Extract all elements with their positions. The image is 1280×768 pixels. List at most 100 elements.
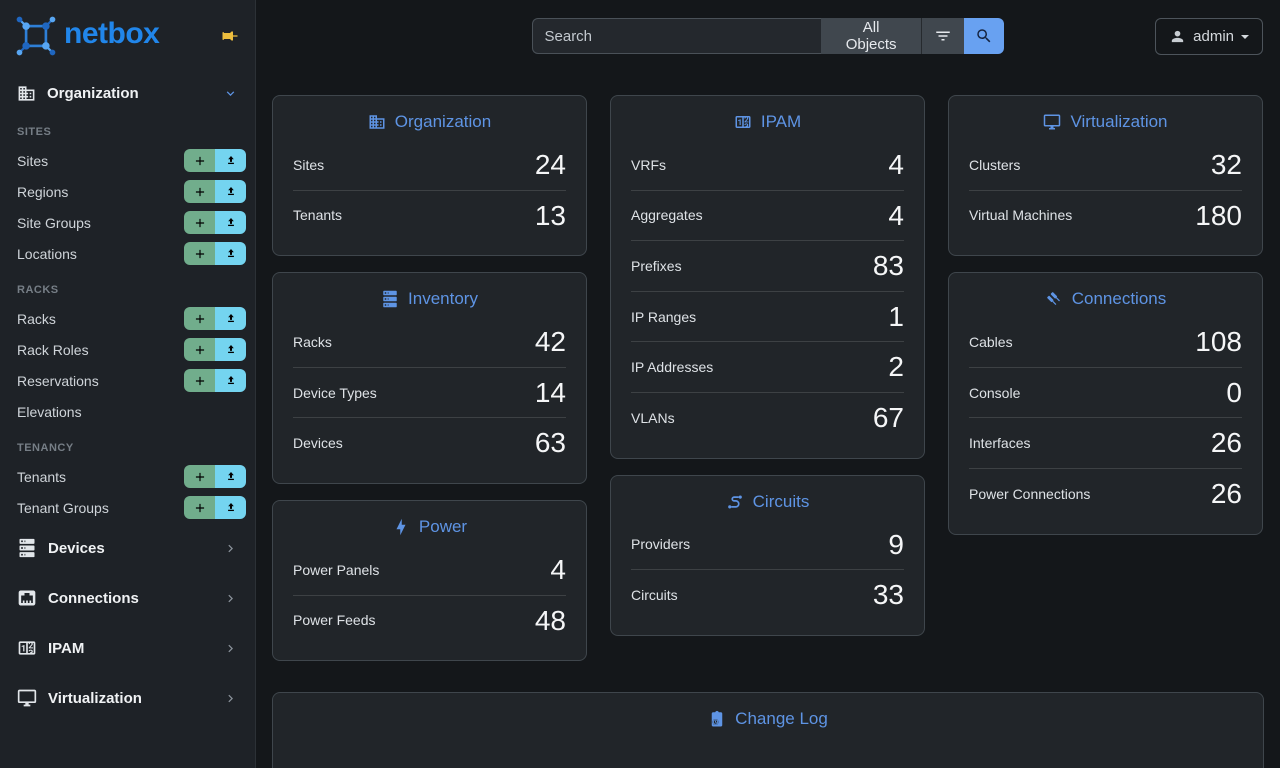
card-virtualization: Virtualization Clusters 32 Virtual Machines… <box>948 95 1263 257</box>
sidebar-menu-virtualization[interactable]: Virtualization <box>0 673 255 723</box>
stat-value[interactable]: 42 <box>534 326 566 358</box>
import-button[interactable] <box>215 242 246 265</box>
sidebar-item-label: Site Groups <box>17 214 91 231</box>
sidebar-item-reservations[interactable]: Reservations <box>0 365 255 396</box>
netbox-logo-icon[interactable] <box>14 14 58 58</box>
stat-row: Devices 63 <box>293 417 566 468</box>
search-scope-button[interactable]: All Objects <box>821 18 921 54</box>
stat-value[interactable]: 180 <box>1195 199 1242 231</box>
pin-sidebar-icon[interactable] <box>221 27 239 45</box>
stat-label[interactable]: Cables <box>969 333 1013 350</box>
import-button[interactable] <box>215 465 246 488</box>
stat-label[interactable]: Aggregates <box>631 207 703 224</box>
sidebar-item-tenants[interactable]: Tenants <box>0 461 255 492</box>
sidebar-item-site-groups[interactable]: Site Groups <box>0 207 255 238</box>
user-menu-button[interactable]: admin <box>1155 18 1263 55</box>
add-button[interactable] <box>184 242 215 265</box>
stat-row: Console 0 <box>969 366 1242 418</box>
stat-value[interactable]: 0 <box>1226 376 1242 408</box>
brand-name[interactable]: netbox <box>64 17 160 50</box>
stat-label[interactable]: Providers <box>631 536 691 553</box>
add-button[interactable] <box>184 211 215 234</box>
filter-button[interactable] <box>920 18 964 54</box>
stat-label[interactable]: Interfaces <box>969 435 1031 452</box>
stat-row: Power Feeds 48 <box>293 594 566 646</box>
stat-label[interactable]: Devices <box>293 435 343 452</box>
stat-value[interactable]: 67 <box>872 401 904 433</box>
stat-label[interactable]: Power Panels <box>293 561 380 578</box>
add-button[interactable] <box>184 307 215 330</box>
stat-value[interactable]: 14 <box>534 376 566 408</box>
add-button[interactable] <box>184 369 215 392</box>
stat-value[interactable]: 108 <box>1195 326 1242 358</box>
stat-label[interactable]: VLANs <box>631 409 675 426</box>
stat-label[interactable]: Sites <box>293 156 325 173</box>
stat-value[interactable]: 32 <box>1210 149 1242 180</box>
sidebar-menu-connections[interactable]: Connections <box>0 573 255 623</box>
import-button[interactable] <box>215 338 246 361</box>
sidebar-menu-organization[interactable]: Organization <box>0 76 255 111</box>
import-button[interactable] <box>215 307 246 330</box>
stat-label[interactable]: Virtual Machines <box>969 207 1073 224</box>
counter-icon <box>734 113 752 131</box>
sidebar-item-racks[interactable]: Racks <box>0 303 255 334</box>
stat-value[interactable]: 33 <box>872 579 904 611</box>
stat-label[interactable]: Tenants <box>293 207 343 224</box>
stat-value[interactable]: 63 <box>534 427 566 459</box>
import-button[interactable] <box>215 369 246 392</box>
import-button[interactable] <box>215 496 246 519</box>
import-button[interactable] <box>215 180 246 203</box>
sidebar-menu-label: Virtualization <box>48 689 142 707</box>
stat-label[interactable]: VRFs <box>631 156 666 173</box>
stat-value[interactable]: 2 <box>888 351 904 383</box>
stat-row: Sites 24 <box>293 140 566 190</box>
import-button[interactable] <box>215 211 246 234</box>
stat-label[interactable]: Power Feeds <box>293 612 376 629</box>
card-title: IPAM <box>631 96 904 140</box>
stat-value[interactable]: 13 <box>534 199 566 231</box>
stat-value[interactable]: 1 <box>888 300 904 332</box>
card-title-text: Circuits <box>752 491 810 511</box>
stat-label[interactable]: Clusters <box>969 156 1021 173</box>
add-button[interactable] <box>184 465 215 488</box>
stat-value[interactable]: 83 <box>872 250 904 282</box>
stat-label[interactable]: Racks <box>293 333 332 350</box>
stat-value[interactable]: 26 <box>1210 477 1242 509</box>
stat-label[interactable]: Circuits <box>631 586 678 603</box>
card-inventory: Inventory Racks 42 Device Types 14 Devices 63 <box>272 272 587 484</box>
add-button[interactable] <box>184 496 215 519</box>
stat-value[interactable]: 26 <box>1210 427 1242 459</box>
import-button[interactable] <box>215 149 246 172</box>
stat-label[interactable]: Prefixes <box>631 257 682 274</box>
stat-value[interactable]: 24 <box>534 149 566 180</box>
search-input[interactable] <box>531 18 822 54</box>
sidebar-item-sites[interactable]: Sites <box>0 145 255 176</box>
sidebar-item-locations[interactable]: Locations <box>0 238 255 269</box>
stat-row: Circuits 33 <box>631 569 904 620</box>
stat-value[interactable]: 4 <box>550 553 566 585</box>
stat-value[interactable]: 9 <box>888 528 904 560</box>
search-button[interactable] <box>963 18 1005 54</box>
stat-value[interactable]: 4 <box>888 199 904 231</box>
stat-label[interactable]: Device Types <box>293 384 377 401</box>
sidebar-item-regions[interactable]: Regions <box>0 176 255 207</box>
stat-label[interactable]: Console <box>969 384 1021 401</box>
stat-label[interactable]: IP Addresses <box>631 359 714 376</box>
sidebar-menu-ipam[interactable]: IPAM <box>0 623 255 673</box>
sidebar-menu-devices[interactable]: Devices <box>0 523 255 573</box>
stat-cards: Organization Sites 24 Tenants 13 Inventory Rac… <box>272 95 1264 662</box>
sidebar-item-rack-roles[interactable]: Rack Roles <box>0 334 255 365</box>
add-button[interactable] <box>184 149 215 172</box>
add-button[interactable] <box>184 338 215 361</box>
add-button[interactable] <box>184 180 215 203</box>
stat-value[interactable]: 48 <box>534 604 566 636</box>
upload-icon <box>224 374 238 388</box>
stat-value[interactable]: 4 <box>888 149 904 180</box>
sidebar-item-tenant-groups[interactable]: Tenant Groups <box>0 492 255 523</box>
stat-row: VRFs 4 <box>631 140 904 190</box>
sidebar-item-elevations[interactable]: Elevations <box>0 396 255 427</box>
stat-label[interactable]: IP Ranges <box>631 308 697 325</box>
stat-label[interactable]: Power Connections <box>969 485 1091 502</box>
chevron-right-icon <box>223 691 238 706</box>
stat-row: IP Addresses 2 <box>631 341 904 392</box>
